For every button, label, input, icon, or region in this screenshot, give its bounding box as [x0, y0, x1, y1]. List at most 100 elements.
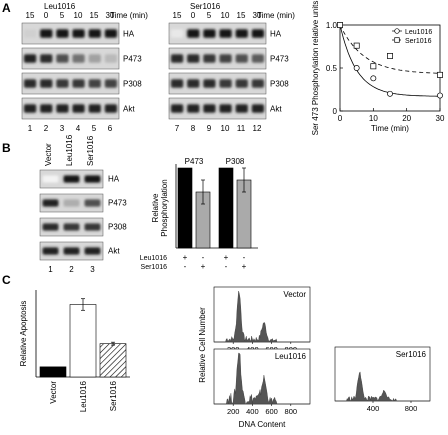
leu1016-point — [353, 65, 360, 71]
right-time-point: 0 — [191, 11, 196, 20]
left-blot-band — [23, 29, 37, 38]
left-blot-band — [56, 54, 69, 63]
left-blot-strip — [21, 97, 120, 120]
left-lane-number: 1 — [28, 124, 33, 133]
leu1016-point — [387, 90, 393, 97]
b-sign: - — [184, 262, 187, 271]
flow-tick-label: 800 — [405, 404, 418, 413]
flow-histogram-area — [214, 290, 310, 343]
right-blot-band — [251, 54, 265, 63]
left-lane-number: 4 — [76, 124, 81, 133]
left-blot-band — [23, 54, 37, 63]
flow-tick-label: 400 — [367, 404, 380, 413]
b-blot-band — [63, 247, 80, 255]
flow-x-label: DNA Content — [239, 420, 286, 429]
right-blot-band — [170, 54, 184, 63]
c-category-label: Vector — [49, 381, 58, 404]
right-blot-band — [219, 29, 232, 38]
b-blot-row-label: P473 — [108, 199, 127, 208]
left-lane-number: 2 — [44, 124, 49, 133]
b-blot-row-label: HA — [108, 175, 120, 184]
left-blot-band — [56, 29, 69, 38]
b-group-label: P473 — [185, 157, 204, 166]
legend-leu-marker — [394, 28, 400, 34]
right-lane-number: 12 — [253, 124, 262, 133]
panel-b-letter: B — [2, 141, 11, 155]
left-blot-band — [40, 29, 53, 38]
right-blot-band — [219, 104, 232, 113]
x-axis-label: Time (min) — [371, 124, 409, 133]
right-blot-strip — [168, 72, 267, 95]
left-blot-time-points: 15 0 5 10 15 30 — [26, 11, 115, 20]
panel-a-right-blot: Ser1016 Time (min) 15 0 5 10 15 30 HA P473 P308… — [168, 2, 295, 133]
b-blot-band — [84, 199, 101, 207]
c-y-label: Relative Apoptosis — [19, 301, 28, 367]
left-lane-number: 3 — [60, 124, 65, 133]
b-blot-band — [63, 223, 80, 231]
right-lane-number: 11 — [237, 124, 246, 133]
b-sign: - — [202, 253, 205, 262]
b-lane-number: 3 — [90, 265, 95, 274]
left-blot-row-label: HA — [123, 30, 135, 39]
ser1016-point — [387, 53, 393, 59]
right-blot-lane-numbers: 7 8 9 10 11 12 — [175, 124, 262, 133]
flow-histogram-area — [214, 352, 310, 405]
b-sign: + — [183, 253, 188, 262]
left-blot-band — [72, 79, 85, 88]
left-blot-band — [23, 79, 37, 88]
flow-tick-label: 400 — [246, 407, 259, 416]
right-blot-band — [170, 79, 184, 88]
b-bar — [177, 167, 193, 249]
right-blot-band — [203, 54, 216, 63]
y-tick-label: 0.5 — [326, 64, 338, 73]
right-blot-time-points: 15 0 5 10 15 30 — [173, 11, 262, 20]
right-blot-band — [235, 104, 248, 113]
panel-a-letter: A — [2, 1, 11, 15]
right-blot-band — [235, 54, 248, 63]
left-blot-strip — [21, 22, 120, 45]
panel-c-letter: C — [2, 273, 11, 287]
b-y-label-2: Phosphorylation — [160, 179, 169, 236]
b-condition-label-1: Leu1016 — [140, 255, 167, 262]
c-bar — [39, 366, 67, 378]
right-blot-strips: HA P473 P308 Akt — [168, 22, 289, 120]
right-blot-band — [187, 29, 200, 38]
c-bar — [69, 304, 97, 378]
b-sign: + — [224, 253, 229, 262]
panel-b-bar-chart: Relative Phosphorylation P473 P308 Leu1016 Se… — [140, 157, 258, 271]
b-blot-band — [84, 175, 101, 183]
right-blot-condition-label: Ser1016 — [190, 2, 221, 11]
flow-histogram-frame — [334, 346, 431, 402]
right-lane-number: 9 — [207, 124, 212, 133]
b-blot-band — [42, 199, 59, 207]
right-time-point: 10 — [221, 11, 230, 20]
left-blot-band — [40, 104, 53, 113]
right-blot-band — [187, 79, 200, 88]
left-blot-band — [56, 104, 69, 113]
left-blot-strip — [21, 47, 120, 70]
left-time-point: 10 — [74, 11, 83, 20]
ser1016-point — [353, 42, 360, 49]
right-blot-row-label: P473 — [270, 55, 289, 64]
left-blot-band — [104, 104, 118, 113]
right-blot-band — [203, 104, 216, 113]
flow-histogram-label: Vector — [283, 290, 306, 299]
right-time-point: 5 — [207, 11, 212, 20]
left-blot-band — [88, 104, 101, 113]
left-time-point: 30 — [106, 11, 115, 20]
right-blot-row-label: HA — [270, 30, 282, 39]
left-blot-lane-numbers: 1 2 3 4 5 6 — [28, 124, 113, 133]
left-blot-band — [40, 79, 53, 88]
left-time-point: 15 — [26, 11, 35, 20]
left-blot-row-label: P473 — [123, 55, 142, 64]
legend-ser-marker — [394, 37, 400, 43]
y-axis-label: Ser 473 Phosphorylation relative units — [311, 1, 320, 136]
x-tick-label: 10 — [369, 114, 378, 123]
legend-leu-label: Leu1016 — [405, 29, 432, 36]
left-blot-band — [88, 54, 101, 63]
b-blot-row-label: P308 — [108, 223, 127, 232]
flow-tick-label: 200 — [227, 407, 240, 416]
left-blot-strips: HA P473 P308 Akt — [21, 22, 142, 120]
leu1016-point — [437, 92, 443, 99]
leu1016-point — [370, 75, 377, 82]
